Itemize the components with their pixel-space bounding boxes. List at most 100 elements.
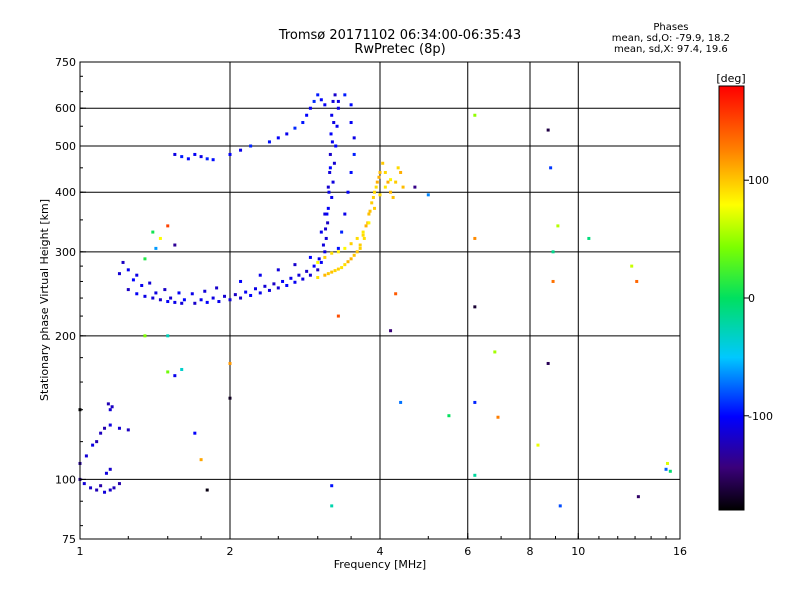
data-point-e_layer_echoes (108, 408, 112, 412)
data-point-scattered (394, 292, 398, 296)
colorbar (718, 85, 745, 511)
data-point-o_mode_f_layer (308, 255, 312, 259)
data-point-o_mode_upper_branch (340, 230, 344, 234)
data-point-o_mode_f_layer (166, 300, 170, 304)
data-point-x_mode_f_layer (316, 276, 320, 280)
data-point-o_mode_f_layer (333, 93, 337, 97)
data-point-o_mode_f_layer (205, 300, 209, 304)
data-point-x_mode_f_layer (377, 175, 381, 179)
data-point-x_mode_f_layer (333, 269, 337, 273)
data-point-o_mode_f_layer (135, 273, 139, 277)
data-point-scattered (330, 484, 334, 488)
data-point-o_mode_f_layer (328, 152, 332, 156)
data-point-x_mode_f_layer (378, 170, 382, 174)
y-tick-label: 600 (55, 102, 76, 115)
data-point-o_mode_f_layer (330, 113, 334, 117)
data-point-scattered (551, 250, 555, 254)
data-point-o_mode_f_layer (126, 288, 130, 292)
phase-o-mode-stats: mean, sd,O: -79.9, 18.2 (611, 33, 730, 44)
data-point-x_mode_f_layer (361, 233, 365, 237)
data-point-o_mode_f_layer (211, 296, 215, 300)
data-point-o_mode_f_layer (177, 291, 181, 295)
data-point-o_mode_upper_branch (343, 93, 347, 97)
data-point-scattered (173, 243, 177, 247)
data-point-scattered (587, 236, 591, 240)
data-point-o_mode_f_layer (121, 260, 125, 264)
data-point-o_mode_upper_branch (336, 246, 340, 250)
data-point-o_mode_f_layer (308, 273, 312, 277)
data-point-o_mode_f_layer (324, 227, 328, 231)
y-tick-label: 100 (55, 473, 76, 486)
data-point-scattered (556, 224, 560, 228)
data-point-o_mode_upper_branch (316, 93, 320, 97)
data-point-o_mode_f_layer (239, 296, 243, 300)
data-point-o_mode_f_layer (324, 236, 328, 240)
data-point-scattered (413, 185, 417, 189)
data-point-o_mode_f_layer (190, 292, 194, 296)
data-point-o_mode_f_layer (327, 190, 331, 194)
data-point-o_mode_f_layer (143, 294, 147, 298)
data-point-e_layer_echoes (108, 488, 112, 492)
data-point-o_mode_f_layer (281, 279, 285, 283)
data-point-scattered (546, 128, 550, 132)
data-point-x_mode_f_layer (330, 270, 334, 274)
data-point-x_mode_f_layer (349, 257, 353, 261)
data-point-scattered (665, 461, 669, 465)
data-point-scattered (166, 370, 170, 374)
data-point-o_mode_f_layer (317, 257, 321, 261)
y-axis-label: Stationary phase Virtual Height [km] (38, 199, 51, 401)
data-point-scattered (447, 414, 451, 418)
data-point-e_layer_echoes (108, 423, 112, 427)
data-point-o_mode_f_layer (239, 279, 243, 283)
data-point-o_mode_f_layer (263, 284, 267, 288)
data-point-e_layer_echoes (110, 405, 114, 409)
data-point-x_mode_lower_edge (367, 221, 371, 225)
data-point-o_mode_f_layer (135, 292, 139, 296)
grid-lines (80, 62, 680, 539)
data-point-scattered (549, 166, 553, 170)
phase-statistics: Phases mean, sd,O: -79.9, 18.2 mean, sd,… (612, 22, 730, 55)
data-point-e_layer_echoes (117, 482, 121, 486)
data-point-e_layer_echoes (95, 440, 99, 444)
data-point-o_mode_f_layer (332, 161, 336, 165)
data-point-o_mode_f_layer (199, 298, 203, 302)
data-point-o_mode_f_layer (217, 300, 221, 304)
data-point-scattered (668, 469, 672, 473)
data-point-x_mode_lower_edge (355, 236, 359, 240)
data-point-x_mode_f_layer (368, 209, 372, 213)
data-point-scattered (228, 361, 232, 365)
data-point-scattered (166, 224, 170, 228)
data-point-o_mode_upper_branch (199, 155, 203, 159)
data-point-o_mode_f_layer (276, 286, 280, 290)
x-tick-label: 8 (527, 545, 534, 558)
y-tick-label: 400 (55, 186, 76, 199)
x-tick-label: 6 (464, 545, 471, 558)
data-point-o_mode_f_layer (293, 280, 297, 284)
data-point-scattered (199, 458, 203, 462)
data-point-e_layer_echoes (106, 402, 110, 406)
data-point-scattered (330, 504, 334, 508)
data-point-x_mode_lower_edge (323, 255, 327, 259)
data-point-x_mode_f_layer (391, 195, 395, 199)
data-point-x_mode_f_layer (389, 190, 393, 194)
data-point-o_mode_upper_branch (205, 157, 209, 161)
data-point-scattered (143, 257, 147, 261)
data-point-scattered (426, 193, 430, 197)
x-axis-label: Frequency [MHz] (334, 558, 426, 571)
data-point-o_mode_upper_branch (312, 99, 316, 103)
data-point-o_mode_f_layer (334, 144, 338, 148)
data-point-scattered (154, 246, 158, 250)
data-point-o_mode_f_layer (249, 293, 253, 297)
data-point-x_mode_f_layer (358, 246, 362, 250)
data-point-o_mode_upper_branch (323, 103, 327, 107)
data-point-o_mode_upper_branch (336, 99, 340, 103)
data-point-scattered (493, 350, 497, 354)
data-point-o_mode_f_layer (331, 180, 335, 184)
data-point-e_layer_echoes (112, 486, 116, 490)
x-tick-label: 2 (227, 545, 234, 558)
phase-x-mode-stats: mean, sd,X: 97.4, 19.6 (614, 44, 728, 55)
data-point-o_mode_f_layer (158, 298, 162, 302)
data-point-o_mode_f_layer (258, 291, 262, 295)
data-point-x_mode_lower_edge (330, 251, 334, 255)
data-point-x_mode_f_layer (358, 243, 362, 247)
